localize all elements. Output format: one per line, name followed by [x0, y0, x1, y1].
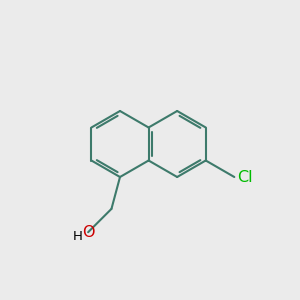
Text: O: O — [82, 225, 94, 240]
Text: H: H — [73, 230, 82, 243]
Text: Cl: Cl — [237, 169, 253, 184]
